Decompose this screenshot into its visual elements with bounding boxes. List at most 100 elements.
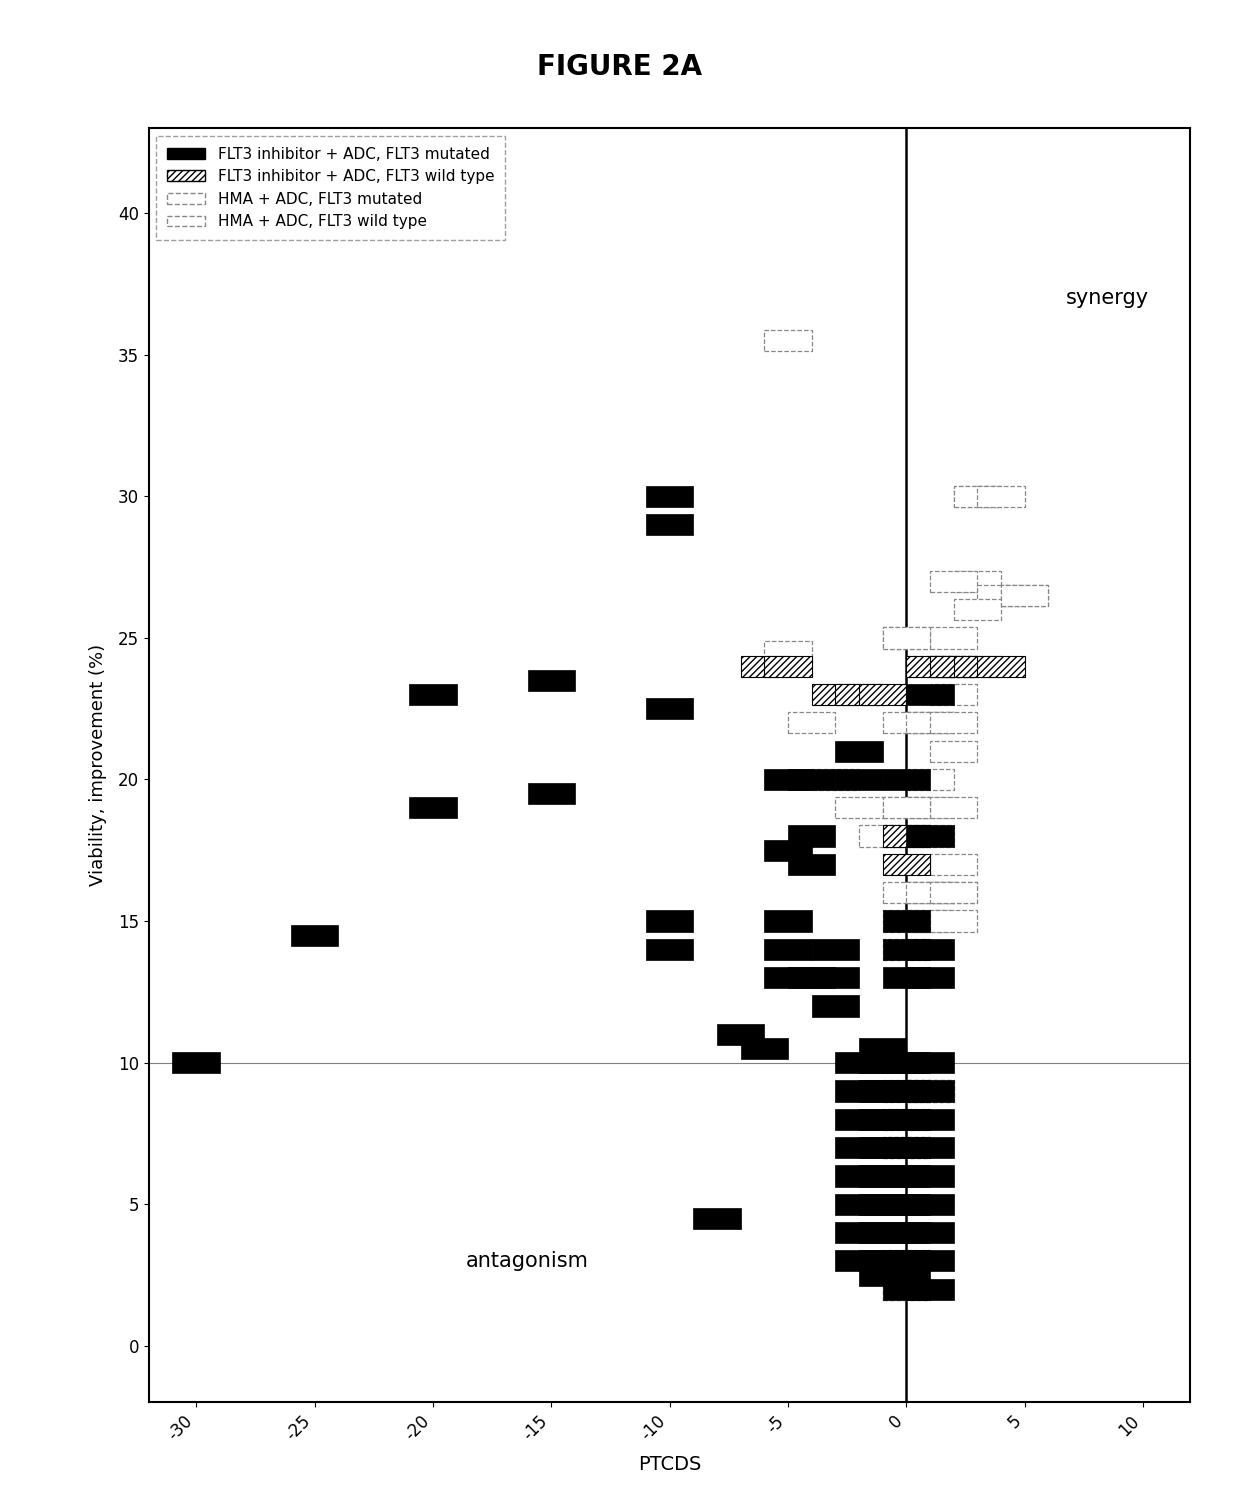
Bar (906, 967, 954, 988)
Bar (859, 1137, 906, 1158)
Text: FIGURE 2A: FIGURE 2A (537, 53, 703, 81)
Bar (954, 656, 1001, 677)
Bar (1001, 585, 1048, 606)
Bar (859, 825, 906, 846)
Bar (836, 1108, 883, 1129)
Bar (930, 854, 977, 875)
Bar (883, 798, 930, 819)
Bar (906, 712, 954, 733)
Bar (764, 330, 812, 351)
Bar (836, 798, 883, 819)
Bar (906, 1080, 954, 1101)
Bar (930, 911, 977, 932)
Bar (883, 1221, 930, 1243)
Bar (883, 1250, 930, 1271)
Bar (836, 1053, 883, 1074)
Bar (906, 939, 954, 961)
Bar (906, 685, 954, 706)
Bar (906, 911, 954, 932)
Bar (883, 1194, 930, 1215)
Bar (906, 1080, 954, 1101)
Bar (693, 1208, 740, 1229)
Bar (646, 911, 693, 932)
Bar (836, 1250, 883, 1271)
Bar (859, 685, 906, 706)
Bar (906, 1053, 954, 1074)
Bar (906, 798, 954, 819)
Bar (409, 798, 456, 819)
Bar (1001, 585, 1048, 606)
Bar (172, 1053, 219, 1074)
Bar (930, 882, 977, 903)
Bar (883, 882, 930, 903)
Bar (717, 1024, 764, 1045)
Text: synergy: synergy (1066, 288, 1149, 308)
Bar (527, 670, 575, 691)
Bar (883, 854, 930, 875)
Bar (883, 939, 930, 961)
Bar (930, 798, 977, 819)
Bar (906, 712, 954, 733)
Bar (977, 656, 1024, 677)
Bar (930, 685, 977, 706)
Bar (740, 656, 787, 677)
Bar (883, 911, 930, 932)
Bar (787, 967, 836, 988)
Bar (906, 1080, 954, 1101)
Bar (764, 656, 812, 677)
Bar (906, 1250, 954, 1271)
Bar (527, 783, 575, 804)
Bar (954, 486, 1001, 507)
Bar (740, 1038, 787, 1059)
Bar (787, 825, 836, 846)
Bar (883, 627, 930, 648)
Bar (409, 685, 456, 706)
Bar (883, 1250, 930, 1271)
Bar (883, 1108, 930, 1129)
Bar (787, 769, 836, 790)
Bar (906, 769, 954, 790)
Bar (836, 1166, 883, 1187)
Bar (954, 570, 1001, 591)
Bar (764, 840, 812, 861)
Bar (764, 769, 812, 790)
Bar (859, 1166, 906, 1187)
Bar (930, 656, 977, 677)
Bar (883, 1080, 930, 1101)
Bar (883, 1166, 930, 1187)
Bar (883, 911, 930, 932)
Bar (787, 712, 836, 733)
Bar (812, 685, 859, 706)
Bar (977, 585, 1024, 606)
Bar (906, 1166, 954, 1187)
Bar (883, 1279, 930, 1300)
Bar (883, 712, 930, 733)
Bar (906, 825, 954, 846)
Bar (646, 939, 693, 961)
Bar (930, 570, 977, 591)
Bar (883, 769, 930, 790)
Bar (787, 854, 836, 875)
Bar (859, 1080, 906, 1101)
Bar (836, 1221, 883, 1243)
Bar (812, 939, 859, 961)
Bar (954, 599, 1001, 620)
Bar (930, 627, 977, 648)
Bar (812, 995, 859, 1016)
Bar (883, 1137, 930, 1158)
Bar (883, 798, 930, 819)
Bar (906, 882, 954, 903)
Bar (859, 1221, 906, 1243)
Bar (836, 1137, 883, 1158)
Bar (883, 627, 930, 648)
Bar (291, 924, 339, 946)
Bar (646, 514, 693, 535)
Bar (883, 1264, 930, 1286)
Bar (883, 1279, 930, 1300)
Bar (812, 769, 859, 790)
Bar (930, 882, 977, 903)
Bar (883, 1137, 930, 1158)
Bar (954, 486, 1001, 507)
Bar (859, 1038, 906, 1059)
Bar (930, 656, 977, 677)
